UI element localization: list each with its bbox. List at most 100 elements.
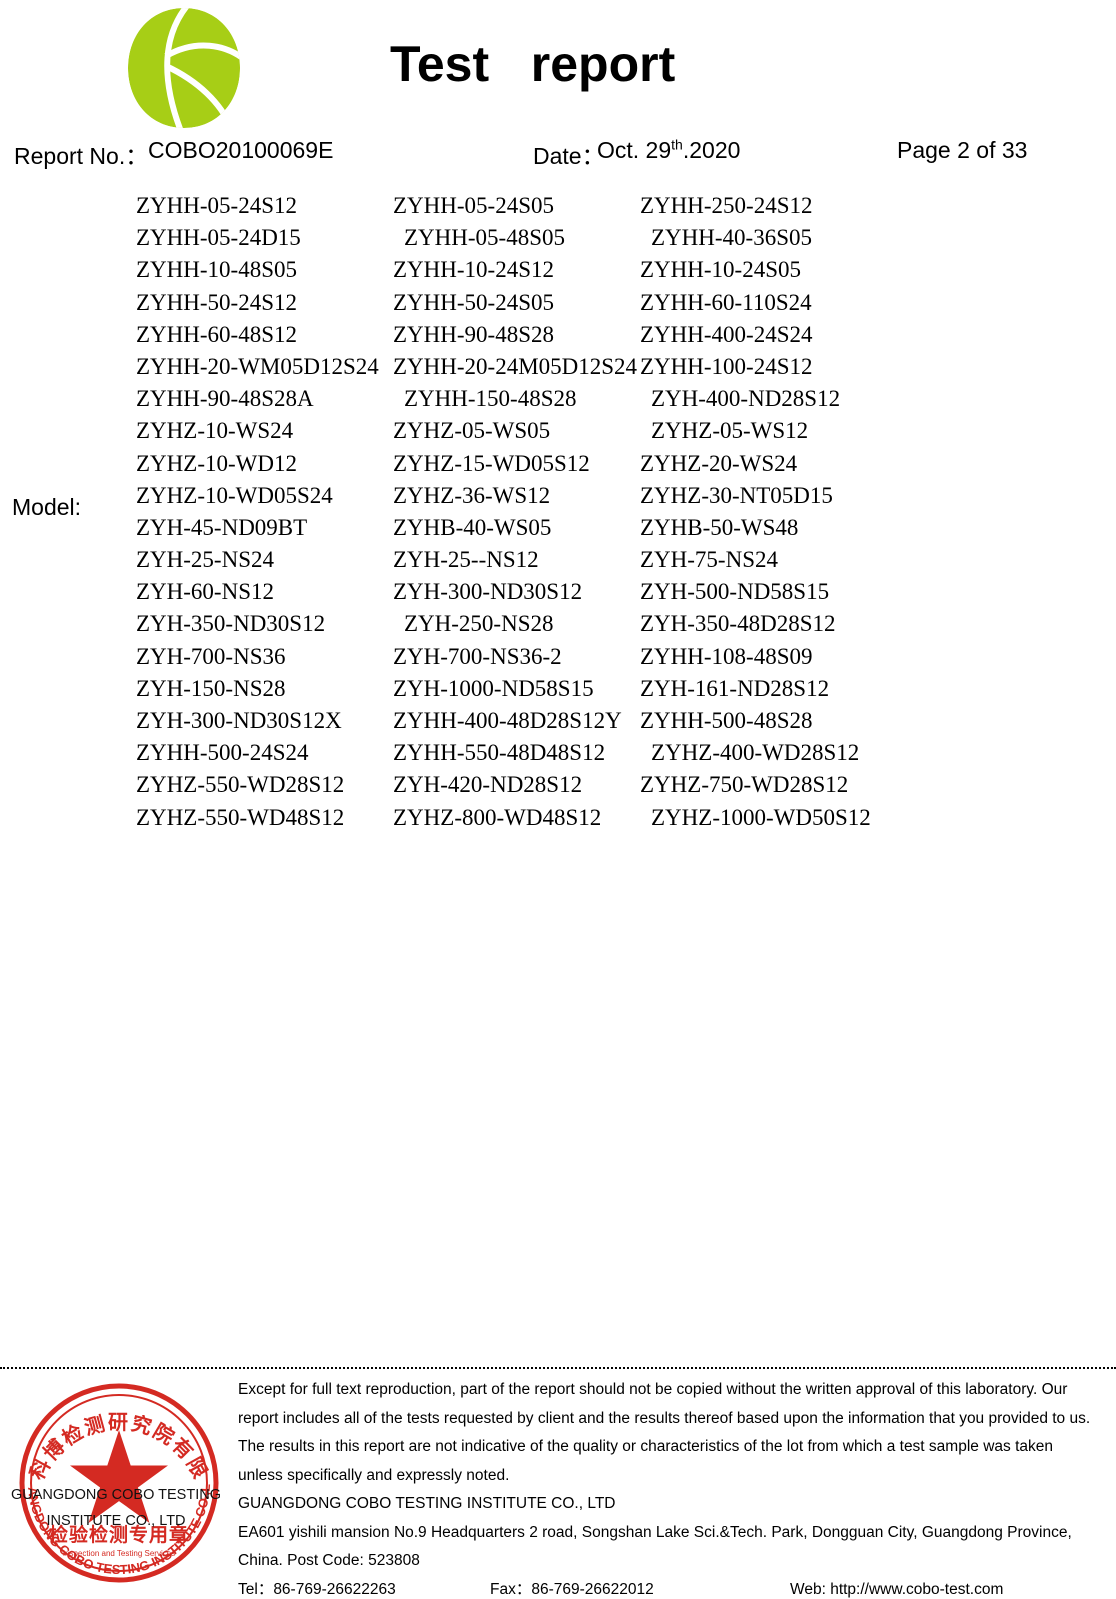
date-main: Oct. 29 (597, 137, 672, 163)
model-code: ZYHH-20-24M05D12S24 (393, 353, 638, 379)
model-code: ZYH-60-NS12 (136, 579, 274, 605)
model-code: ZYHH-500-24S24 (136, 740, 309, 766)
model-code: ZYHH-500-48S28 (640, 708, 813, 733)
model-code: ZYHZ-36-WS12 (393, 482, 551, 508)
model-code: ZYHH-550-48D48S12 (393, 740, 606, 766)
model-code: ZYHH-90-48S28 (393, 321, 554, 347)
svg-text:检验检测专用章: 检验检测专用章 (49, 1523, 189, 1546)
model-code: ZYHB-50-WS48 (640, 514, 799, 540)
model-row: ZYHH-05-24D15 ZYHH-05-48S05 ZYHH-40-36S05 (0, 222, 1000, 254)
model-code: ZYHZ-05-WS05 (393, 418, 551, 444)
model-code: ZYH-25--NS12 (393, 547, 539, 573)
page-number-label: Page 2 of 33 (897, 137, 1028, 163)
date-year: .2020 (682, 137, 741, 163)
model-code: ZYHZ-1000-WD50S12 (651, 804, 871, 830)
model-code: ZYHH-20-WM05D12S24 (136, 353, 379, 379)
report-no-label: Report No.： (14, 143, 149, 169)
document-meta-row: Report No.： COBO20100069E Date： Oct. 29t… (0, 134, 1116, 174)
model-code: ZYH-75-NS24 (640, 547, 778, 573)
cobo-leaf-logo (122, 6, 246, 130)
model-row: ZYH-25-NS24 ZYH-25--NS12 ZYH-75-NS24 (0, 544, 1000, 576)
model-code: ZYH-350-ND30S12 (136, 611, 326, 637)
model-code: ZYH-700-NS36-2 (393, 643, 562, 669)
model-code: ZYHH-60-110S24 (640, 289, 812, 315)
model-code: ZYH-250-NS28 (404, 611, 554, 637)
model-code: ZYHH-400-48D28S12Y (393, 708, 622, 733)
model-code: ZYHB-40-WS05 (393, 514, 552, 540)
model-row: ZYHH-50-24S12 ZYHH-50-24S05 ZYHH-60-110S24 (0, 287, 1000, 319)
footer-contact-row: Tel：86-769-26622263 Fax：86-769-26622012 … (238, 1576, 1098, 1599)
model-label: Model: (12, 494, 82, 520)
model-row: ZYHH-20-WM05D12S24 ZYHH-20-24M05D12S24 ZYH… (0, 351, 1000, 383)
model-list-table: ZYHH-05-24S12 ZYHH-05-24S05 ZYHH-250-24S12… (0, 190, 1000, 834)
model-row: ZYHH-05-24S12 ZYHH-05-24S05 ZYHH-250-24S12 (0, 190, 1000, 222)
model-code: ZYHH-05-24S05 (393, 193, 554, 218)
model-code: ZYH-350-48D28S12 (640, 611, 836, 637)
date-label: Date： (533, 143, 605, 169)
model-row: ZYHH-90-48S28A ZYHH-150-48S28 ZYH-400-ND28… (0, 383, 1000, 415)
model-code: ZYHH-40-36S05 (651, 225, 812, 251)
footer-fax: Fax：86-769-26622012 (490, 1580, 654, 1598)
model-code: ZYHZ-10-WS24 (136, 418, 294, 444)
guangdong-cobo-testing-seal: 广东科博检测研究院有限公司 检验检测专用章 Inspection and Tes… (3, 1359, 224, 1588)
model-code: ZYHH-10-24S12 (393, 257, 554, 283)
model-code: ZYHZ-800-WD48S12 (393, 804, 602, 830)
model-row: ZYHZ-10-WD05S24 ZYHZ-36-WS12 ZYHZ-30-NT05D… (0, 480, 1000, 512)
model-code: ZYHZ-10-WD12 (136, 450, 297, 476)
model-code: ZYHH-108-48S09 (640, 643, 813, 669)
model-code: ZYHZ-30-NT05D15 (640, 482, 833, 508)
model-row: ZYH-350-ND30S12 ZYH-250-NS28 ZYH-350-48D28… (0, 608, 1000, 640)
model-row: ZYH-45-ND09BT ZYHB-40-WS05 ZYHB-50-WS48 (0, 512, 1000, 544)
footer-company: GUANGDONG COBO TESTING INSTITUTE CO., LT… (238, 1495, 616, 1512)
footer-divider (0, 1367, 1116, 1369)
model-code: ZYHZ-15-WD05S12 (393, 450, 590, 476)
model-code: ZYHH-05-48S05 (404, 225, 565, 251)
model-code: ZYHH-10-24S05 (640, 257, 801, 283)
model-code: ZYH-150-NS28 (136, 675, 286, 701)
model-row: ZYHZ-550-WD48S12 ZYHZ-800-WD48S12 ZYHZ-100… (0, 802, 1000, 834)
date-ordinal-suffix: th (671, 136, 683, 153)
model-code: ZYH-300-ND30S12 (393, 579, 583, 605)
model-code: ZYHH-10-48S05 (136, 257, 297, 283)
date-value: Oct. 29th.2020 (597, 137, 740, 164)
model-code: ZYHH-50-24S12 (136, 289, 297, 315)
model-row: ZYHH-500-24S24 ZYHH-550-48D48S12 ZYHZ-400-… (0, 737, 1000, 769)
model-code: ZYHZ-550-WD28S12 (136, 772, 345, 798)
model-code: ZYHZ-20-WS24 (640, 450, 798, 476)
model-code: ZYHZ-05-WS12 (651, 418, 809, 444)
model-row: ZYHZ-550-WD28S12 ZYH-420-ND28S12 ZYHZ-750-… (0, 769, 1000, 801)
model-row: ZYH-300-ND30S12X ZYHH-400-48D28S12Y ZYHH-5… (0, 705, 1000, 737)
model-code: ZYHH-05-24S12 (136, 193, 297, 218)
model-code: ZYH-700-NS36 (136, 643, 286, 669)
model-code: ZYHZ-550-WD48S12 (136, 804, 345, 830)
model-code: ZYH-1000-ND58S15 (393, 675, 594, 701)
model-code: ZYHZ-750-WD28S12 (640, 772, 849, 798)
model-row: ZYH-150-NS28 ZYH-1000-ND58S15 ZYH-161-ND28… (0, 673, 1000, 705)
model-code: ZYH-300-ND30S12X (136, 708, 342, 733)
footer-tel: Tel：86-769-26622263 (238, 1580, 396, 1598)
model-row: ZYH-60-NS12 ZYH-300-ND30S12 ZYH-500-ND58S1… (0, 576, 1000, 608)
report-no-value: COBO20100069E (148, 137, 334, 163)
model-code: ZYH-500-ND58S15 (640, 579, 830, 605)
footer-web[interactable]: Web: http://www.cobo-test.com (790, 1580, 1004, 1598)
model-code: ZYHH-50-24S05 (393, 289, 554, 315)
seal-overlay-company-line2: INSTITUTE CO., LTD (46, 1513, 186, 1529)
model-code: ZYHZ-10-WD05S24 (136, 482, 333, 508)
footer-address: EA601 yishili mansion No.9 Headquarters … (238, 1523, 1077, 1570)
footer-disclaimer: Except for full text reproduction, part … (238, 1381, 1095, 1484)
model-code: ZYH-420-ND28S12 (393, 772, 583, 798)
model-row: ZYHH-10-48S05 ZYHH-10-24S12 ZYHH-10-24S05 (0, 254, 1000, 286)
model-code: ZYHH-60-48S12 (136, 321, 297, 347)
seal-overlay-company-line1: GUANGDONG COBO TESTING (10, 1487, 221, 1503)
model-code: ZYHH-90-48S28A (136, 386, 314, 412)
model-code: ZYH-161-ND28S12 (640, 675, 830, 701)
model-code: ZYH-25-NS24 (136, 547, 274, 573)
page-title: Test report (390, 36, 676, 92)
model-row: ZYHH-60-48S12 ZYHH-90-48S28 ZYHH-400-24S24 (0, 319, 1000, 351)
model-row: ZYH-700-NS36 ZYH-700-NS36-2 ZYHH-108-48S09 (0, 641, 1000, 673)
model-row: ZYHZ-10-WS24 ZYHZ-05-WS05 ZYHZ-05-WS12 (0, 415, 1000, 447)
model-code: ZYHH-400-24S24 (640, 321, 813, 347)
model-code: ZYH-400-ND28S12 (651, 386, 841, 412)
footer-text-block: Except for full text reproduction, part … (238, 1376, 1098, 1599)
